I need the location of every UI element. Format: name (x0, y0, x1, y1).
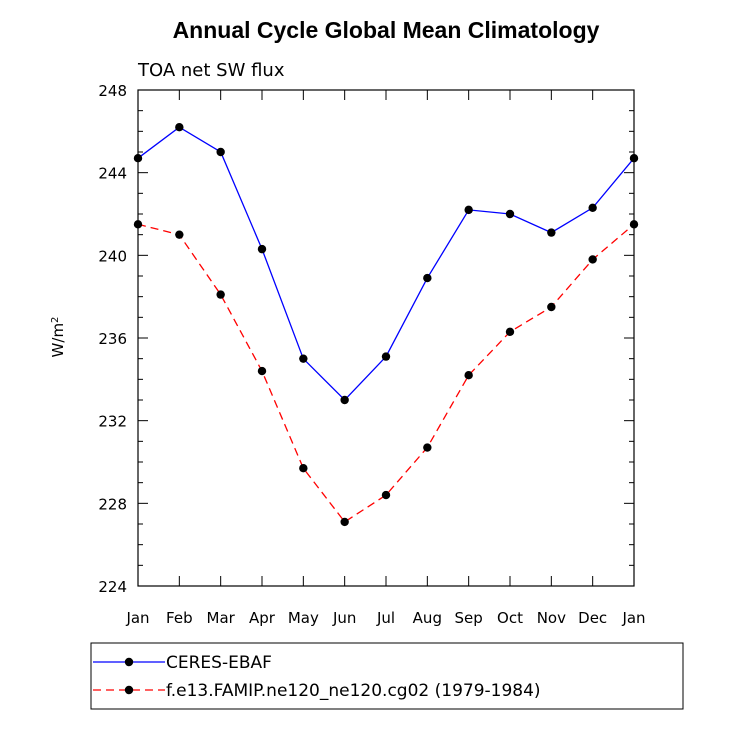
plot-frame (137, 89, 635, 587)
series-1-point (588, 203, 597, 212)
legend-marker-1 (124, 657, 134, 667)
series-2-point (505, 327, 515, 336)
x-axis: Jan Feb Mar Apr May Jun Jul Aug Sep Oct Nov Dec Jan (125, 90, 646, 627)
legend-label-1: CERES-EBAF (166, 653, 272, 673)
plot-border (137, 89, 635, 587)
series-line-2 (137, 223, 635, 523)
series-2-point (299, 464, 308, 473)
series-1-point (547, 228, 556, 237)
y-tick-label: 232 (98, 413, 127, 431)
x-tick-label: Jan (125, 609, 149, 627)
x-tick-label: Oct (497, 609, 523, 627)
legend-label-2: f.e13.FAMIP.ne120_ne120.cg02 (1979-1984) (166, 681, 541, 701)
series-2-point (588, 255, 597, 264)
y-tick-label: 244 (98, 165, 127, 183)
y-tick-label: 240 (98, 247, 127, 265)
y-axis: 224 228 232 236 240 244 248 (98, 82, 634, 596)
series-1-point (133, 154, 143, 163)
x-tick-label: May (288, 609, 319, 627)
x-tick-label: Nov (537, 609, 566, 627)
series-2-point (216, 290, 225, 299)
chart-title: Annual Cycle Global Mean Climatology (173, 17, 600, 43)
series-2-point (257, 366, 267, 376)
legend-marker-2 (124, 685, 134, 695)
series-1-point (175, 123, 184, 132)
y-axis-label-text: W/m (49, 323, 67, 358)
series-1-point (505, 209, 515, 219)
series-1-point (216, 147, 225, 157)
x-tick-label: Jun (332, 609, 356, 627)
series-1-point (299, 354, 308, 363)
series-1-point (423, 273, 432, 283)
x-tick-label: Sep (455, 609, 483, 627)
x-tick-label: Mar (207, 609, 236, 627)
chart-subtitle: TOA net SW flux (137, 60, 285, 81)
series-2-point (423, 443, 432, 452)
y-tick-label: 224 (98, 578, 127, 596)
series-2-point (547, 302, 556, 312)
series-2-point (381, 490, 391, 500)
series-2-point (464, 371, 473, 380)
legend: CERES-EBAF f.e13.FAMIP.ne120_ne120.cg02 (… (93, 653, 541, 701)
series-2-point (175, 230, 184, 239)
y-tick-label: 228 (98, 495, 127, 513)
x-tick-label: Jul (376, 609, 395, 627)
x-tick-label: Feb (166, 609, 193, 627)
series-1-point (629, 154, 639, 163)
y-tick-label: 236 (98, 330, 127, 348)
x-tick-label: Apr (249, 609, 276, 627)
series-1-point (381, 352, 391, 361)
y-axis-label: W/m2 (49, 317, 67, 358)
series-2-point (340, 517, 349, 527)
x-tick-label: Jan (621, 609, 645, 627)
series-1-point (257, 244, 267, 254)
series-2-point (629, 220, 639, 229)
series-1-point (340, 395, 349, 405)
y-tick-label: 248 (98, 82, 127, 100)
series-layer (133, 123, 639, 527)
series-2-point (133, 220, 143, 229)
y-axis-label-superscript: 2 (50, 317, 61, 323)
x-tick-label: Aug (413, 609, 442, 627)
legend-box (90, 642, 684, 710)
x-tick-label: Dec (578, 609, 607, 627)
series-1-point (464, 205, 473, 215)
